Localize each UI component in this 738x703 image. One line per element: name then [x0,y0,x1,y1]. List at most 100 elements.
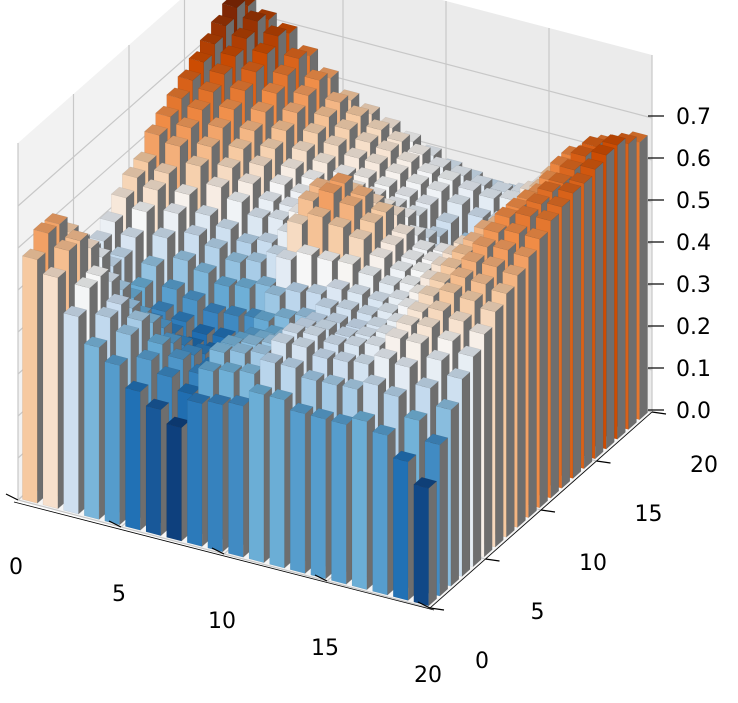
bar [21,248,46,504]
y-tick [540,509,556,513]
bar-top-face [248,154,273,167]
bar [248,383,273,564]
bar-top-face [229,79,254,92]
bar-front-face [393,457,409,601]
bar [269,388,293,569]
bar-top-face [283,47,308,59]
bar-side-face [561,199,571,489]
bar-top-face [343,335,368,347]
bar-top-face [351,410,376,422]
bar-top-face [394,185,419,198]
bar-top-face [145,398,170,410]
bar-top-face [400,249,425,261]
bar [227,394,252,558]
z-tick-label: 0.2 [676,315,711,340]
bar-top-face [302,324,327,337]
bar-top-face [446,367,471,380]
bar-top-face [147,333,171,345]
bar-top-face [166,87,191,99]
bar-top-face [459,289,484,302]
y-tick-label: 10 [579,551,607,576]
x-tick [314,574,328,582]
bar-top-face [313,318,338,331]
bar-top-face [535,209,560,222]
bar-front-face [104,361,120,526]
bar-side-face [595,161,604,460]
bar-side-face [572,185,582,479]
bar-top-face [140,255,165,267]
bar-top-face [384,162,409,175]
bar-top-face [304,69,328,81]
bar-top-face [353,167,378,179]
bar-top-face [365,118,390,131]
bar-top-face [213,275,238,288]
bar-top-face [161,278,186,291]
bar-top-face [261,82,286,94]
bar-top-face [448,310,473,322]
bar-top-face [177,69,202,81]
bar-top-face [413,477,438,489]
bar-top-face [370,201,395,213]
bar-top-face [153,162,178,175]
bar-top-face [259,351,284,364]
x-tick [108,520,122,528]
bar-top-face [449,266,474,279]
bar-top-face [316,250,341,262]
bar-top-face [403,409,428,421]
bar-top-face [194,204,219,217]
bar-top-face [375,139,400,152]
bar-top-face [407,143,431,155]
bar-top-face [182,289,206,302]
bar-top-face [207,116,232,129]
bar [145,398,170,537]
bar-front-face [290,409,306,574]
bar-front-face [63,312,79,515]
bar-top-face [197,360,222,372]
y-tick [596,460,611,464]
bar-top-face [142,179,167,191]
bar-top-face [524,227,549,240]
bar-top-face [307,205,332,218]
x-tick [5,493,19,501]
bar [166,416,190,542]
bar-top-face [312,152,336,164]
bar-front-face [331,420,347,585]
bar-top-face [481,255,506,268]
bar-top-face [411,239,436,251]
bar-top-face [300,369,325,382]
bar-top-face [300,169,325,181]
bar-top-face [280,356,305,369]
bar-top-face [416,162,441,174]
bar-top-face [405,173,430,185]
bar-top-face [83,336,108,348]
x-tick [211,547,225,555]
bar-top-face [323,134,347,147]
bar-top-face [239,119,263,132]
bar [63,305,87,515]
bar-top-face [216,156,241,169]
bar-top-face [129,276,154,289]
bar-top-face [373,347,398,360]
bar-top-face [478,187,503,200]
bar-top-face [548,172,572,184]
bar-front-face [42,273,59,509]
bar-top-face [215,218,240,230]
x-tick-label: 15 [311,636,339,661]
bar-top-face [415,193,439,206]
bar-top-face [251,42,276,55]
bar-top-face [324,91,349,103]
bar-front-face [166,423,182,542]
bar-side-face [450,402,460,587]
bar-top-face [311,347,336,360]
y-tick-label: 0 [475,649,489,674]
bar-top-face [155,105,179,118]
bar-top-face [405,332,430,344]
bar-top-face [359,211,384,224]
bar-top-face [318,182,343,194]
bar-side-face [539,231,548,509]
bar-top-face [247,207,271,219]
bar-top-face [163,202,187,215]
bar-top-face [426,180,450,192]
bar-top-face [285,281,309,293]
bar-top-face [427,299,452,312]
